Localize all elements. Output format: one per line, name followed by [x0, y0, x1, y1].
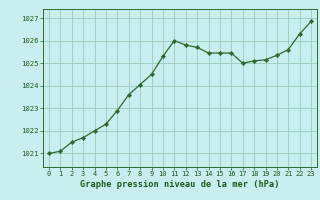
X-axis label: Graphe pression niveau de la mer (hPa): Graphe pression niveau de la mer (hPa)	[80, 180, 280, 189]
